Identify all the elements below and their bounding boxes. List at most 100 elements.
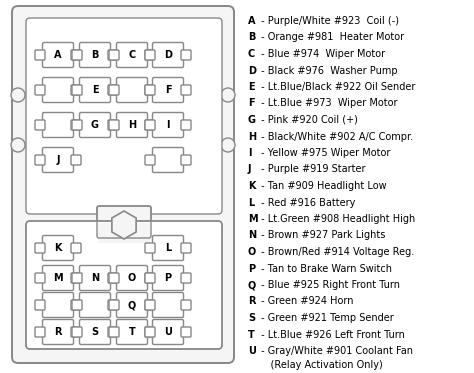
FancyBboxPatch shape bbox=[181, 243, 191, 253]
Text: G: G bbox=[248, 115, 256, 125]
Text: E: E bbox=[91, 85, 98, 95]
Text: - Lt.Green #908 Headlight High: - Lt.Green #908 Headlight High bbox=[258, 214, 415, 224]
FancyBboxPatch shape bbox=[71, 273, 81, 283]
FancyBboxPatch shape bbox=[145, 85, 155, 95]
FancyBboxPatch shape bbox=[35, 243, 45, 253]
FancyBboxPatch shape bbox=[80, 320, 110, 345]
Text: - Brown #927 Park Lights: - Brown #927 Park Lights bbox=[258, 231, 385, 241]
FancyBboxPatch shape bbox=[145, 50, 155, 60]
Text: - Lt.Blue/Black #922 Oil Sender: - Lt.Blue/Black #922 Oil Sender bbox=[258, 82, 415, 92]
FancyBboxPatch shape bbox=[80, 266, 110, 291]
Text: - Tan #909 Headlight Low: - Tan #909 Headlight Low bbox=[258, 181, 387, 191]
Text: H: H bbox=[128, 120, 136, 130]
FancyBboxPatch shape bbox=[26, 18, 222, 214]
Text: J: J bbox=[56, 155, 60, 165]
FancyBboxPatch shape bbox=[145, 243, 155, 253]
Text: A: A bbox=[54, 50, 62, 60]
FancyBboxPatch shape bbox=[72, 50, 82, 60]
FancyBboxPatch shape bbox=[43, 113, 73, 138]
Text: Q: Q bbox=[128, 300, 136, 310]
FancyBboxPatch shape bbox=[43, 235, 73, 260]
Text: E: E bbox=[248, 82, 255, 92]
FancyBboxPatch shape bbox=[109, 120, 119, 130]
Circle shape bbox=[221, 88, 235, 102]
FancyBboxPatch shape bbox=[145, 300, 155, 310]
FancyBboxPatch shape bbox=[12, 6, 234, 363]
FancyBboxPatch shape bbox=[109, 50, 119, 60]
Text: C: C bbox=[128, 50, 136, 60]
Text: O: O bbox=[128, 273, 136, 283]
FancyBboxPatch shape bbox=[145, 50, 155, 60]
Text: T: T bbox=[248, 329, 255, 339]
FancyBboxPatch shape bbox=[35, 273, 45, 283]
FancyBboxPatch shape bbox=[145, 327, 155, 337]
FancyBboxPatch shape bbox=[153, 266, 183, 291]
Text: S: S bbox=[248, 313, 255, 323]
FancyBboxPatch shape bbox=[71, 243, 81, 253]
FancyBboxPatch shape bbox=[108, 85, 118, 95]
Text: S: S bbox=[91, 327, 99, 337]
FancyBboxPatch shape bbox=[35, 50, 45, 60]
Text: T: T bbox=[128, 327, 136, 337]
Text: - Blue #925 Right Front Turn: - Blue #925 Right Front Turn bbox=[258, 280, 400, 290]
Circle shape bbox=[221, 138, 235, 152]
Text: - Blue #974  Wiper Motor: - Blue #974 Wiper Motor bbox=[258, 49, 385, 59]
Text: D: D bbox=[248, 66, 256, 75]
Text: R: R bbox=[54, 327, 62, 337]
FancyBboxPatch shape bbox=[117, 292, 147, 317]
Text: R: R bbox=[248, 297, 255, 307]
FancyBboxPatch shape bbox=[108, 300, 118, 310]
FancyBboxPatch shape bbox=[43, 147, 73, 172]
Text: P: P bbox=[164, 273, 172, 283]
Text: - Lt.Blue #926 Left Front Turn: - Lt.Blue #926 Left Front Turn bbox=[258, 329, 405, 339]
FancyBboxPatch shape bbox=[71, 50, 81, 60]
FancyBboxPatch shape bbox=[181, 50, 191, 60]
FancyBboxPatch shape bbox=[108, 327, 118, 337]
Text: - Green #924 Horn: - Green #924 Horn bbox=[258, 297, 354, 307]
FancyBboxPatch shape bbox=[109, 300, 119, 310]
FancyBboxPatch shape bbox=[43, 43, 73, 68]
Text: - Black #976  Washer Pump: - Black #976 Washer Pump bbox=[258, 66, 398, 75]
FancyBboxPatch shape bbox=[109, 85, 119, 95]
FancyBboxPatch shape bbox=[72, 120, 82, 130]
Text: - Black/White #902 A/C Compr.: - Black/White #902 A/C Compr. bbox=[258, 132, 413, 141]
Text: H: H bbox=[248, 132, 256, 141]
FancyBboxPatch shape bbox=[153, 78, 183, 103]
FancyBboxPatch shape bbox=[117, 78, 147, 103]
FancyBboxPatch shape bbox=[35, 300, 45, 310]
Text: L: L bbox=[248, 197, 254, 207]
FancyBboxPatch shape bbox=[181, 85, 191, 95]
FancyBboxPatch shape bbox=[145, 120, 155, 130]
FancyBboxPatch shape bbox=[153, 147, 183, 172]
FancyBboxPatch shape bbox=[117, 43, 147, 68]
Text: - Gray/White #901 Coolant Fan: - Gray/White #901 Coolant Fan bbox=[258, 346, 413, 356]
FancyBboxPatch shape bbox=[108, 50, 118, 60]
FancyBboxPatch shape bbox=[117, 320, 147, 345]
Text: D: D bbox=[164, 50, 172, 60]
FancyBboxPatch shape bbox=[71, 155, 81, 165]
FancyBboxPatch shape bbox=[80, 78, 110, 103]
FancyBboxPatch shape bbox=[181, 120, 191, 130]
Text: - Orange #981  Heater Motor: - Orange #981 Heater Motor bbox=[258, 32, 404, 43]
Circle shape bbox=[11, 88, 25, 102]
Text: M: M bbox=[53, 273, 63, 283]
Text: N: N bbox=[248, 231, 256, 241]
FancyBboxPatch shape bbox=[145, 120, 155, 130]
Text: I: I bbox=[166, 120, 170, 130]
FancyBboxPatch shape bbox=[80, 113, 110, 138]
Text: O: O bbox=[248, 247, 256, 257]
FancyBboxPatch shape bbox=[145, 327, 155, 337]
FancyBboxPatch shape bbox=[145, 273, 155, 283]
Text: - Tan to Brake Warn Switch: - Tan to Brake Warn Switch bbox=[258, 263, 392, 273]
FancyBboxPatch shape bbox=[72, 85, 82, 95]
FancyBboxPatch shape bbox=[35, 85, 45, 95]
FancyBboxPatch shape bbox=[26, 221, 222, 349]
FancyBboxPatch shape bbox=[35, 155, 45, 165]
Text: - Lt.Blue #973  Wiper Motor: - Lt.Blue #973 Wiper Motor bbox=[258, 98, 398, 109]
FancyBboxPatch shape bbox=[117, 113, 147, 138]
FancyBboxPatch shape bbox=[117, 266, 147, 291]
FancyBboxPatch shape bbox=[153, 292, 183, 317]
FancyBboxPatch shape bbox=[181, 273, 191, 283]
FancyBboxPatch shape bbox=[145, 273, 155, 283]
FancyBboxPatch shape bbox=[109, 273, 119, 283]
